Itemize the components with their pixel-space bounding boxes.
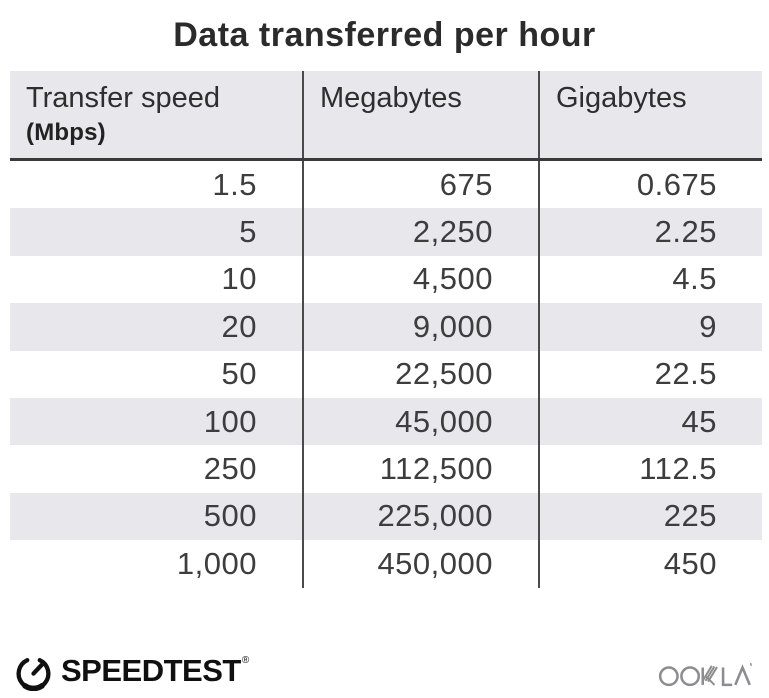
cell-gigabytes: 22.5 — [538, 350, 762, 398]
registered-trademark-icon: ® — [241, 654, 249, 666]
table-rows: 1.5 675 0.675 5 2,250 2.25 10 4,500 4.5 20 9,000 9 5… — [10, 161, 762, 588]
cell-transfer-speed: 50 — [221, 356, 257, 392]
speedtest-logo: SPEEDTEST ® — [13, 650, 249, 691]
cell-megabytes: 2,250 — [302, 208, 538, 256]
cell-megabytes: 4,500 — [302, 255, 538, 304]
speedtest-gauge-icon — [16, 657, 51, 691]
table-row: 5 2,250 2.25 — [10, 208, 762, 256]
ookla-logo — [658, 657, 752, 690]
table-row: 500 225,000 225 — [10, 492, 762, 541]
page-title: Data transferred per hour — [173, 16, 596, 54]
column-header-label: Gigabytes — [556, 82, 687, 114]
cell-transfer-speed: 100 — [203, 403, 257, 439]
table-row: 1,000 450,000 450 — [10, 540, 762, 588]
table-row: 100 45,000 45 — [10, 397, 762, 446]
table-row: 1.5 675 0.675 — [10, 161, 762, 209]
cell-megabytes: 450,000 — [302, 540, 538, 588]
cell-transfer-speed: 500 — [203, 498, 257, 534]
ookla-wordmark-icon — [658, 662, 752, 687]
column-header-transfer-speed: Transfer speed (Mbps) — [10, 71, 302, 158]
cell-megabytes: 675 — [302, 161, 538, 209]
cell-megabytes: 22,500 — [302, 350, 538, 398]
column-header-gigabytes: Gigabytes — [538, 71, 762, 158]
speedtest-wordmark: SPEEDTEST ® — [61, 653, 249, 689]
cell-megabytes: 45,000 — [302, 397, 538, 446]
cell-transfer-speed: 1,000 — [176, 545, 257, 581]
cell-megabytes: 225,000 — [302, 492, 538, 541]
column-header-label: Megabytes — [320, 82, 462, 114]
speedtest-wordmark-text: SPEEDTEST — [61, 652, 241, 688]
table-header-row: Transfer speed (Mbps) Megabytes Gigabyte… — [10, 71, 762, 161]
cell-gigabytes: 0.675 — [538, 161, 762, 209]
cell-transfer-speed: 20 — [221, 308, 257, 344]
cell-gigabytes: 450 — [538, 540, 762, 588]
table-row: 20 9,000 9 — [10, 303, 762, 351]
column-header-label: Transfer speed — [26, 82, 220, 114]
cell-transfer-speed: 1.5 — [212, 166, 257, 202]
column-header-megabytes: Megabytes — [302, 71, 538, 158]
cell-gigabytes: 9 — [538, 303, 762, 351]
table-row: 50 22,500 22.5 — [10, 350, 762, 398]
table-row: 10 4,500 4.5 — [10, 255, 762, 304]
cell-transfer-speed: 250 — [203, 451, 257, 487]
cell-transfer-speed: 5 — [239, 214, 257, 250]
cell-megabytes: 9,000 — [302, 303, 538, 351]
cell-gigabytes: 112.5 — [538, 445, 762, 493]
data-table: Transfer speed (Mbps) Megabytes Gigabyte… — [10, 71, 762, 588]
table-row: 250 112,500 112.5 — [10, 445, 762, 493]
cell-gigabytes: 225 — [538, 492, 762, 541]
cell-gigabytes: 45 — [538, 397, 762, 446]
cell-megabytes: 112,500 — [302, 445, 538, 493]
cell-gigabytes: 2.25 — [538, 208, 762, 256]
column-header-unit: (Mbps) — [26, 119, 106, 147]
cell-gigabytes: 4.5 — [538, 255, 762, 304]
cell-transfer-speed: 10 — [221, 261, 257, 297]
